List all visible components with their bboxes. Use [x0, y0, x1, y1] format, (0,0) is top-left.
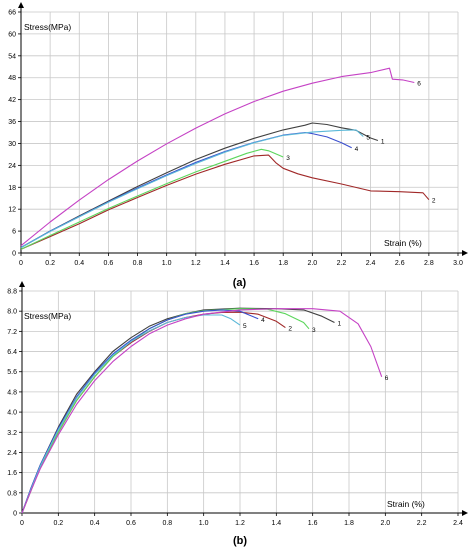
- series-label-2: 2: [432, 198, 436, 205]
- y-tick-label: 30: [8, 141, 16, 148]
- y-tick-label: 4.8: [7, 389, 17, 396]
- x-tick-label: 1.0: [199, 520, 209, 527]
- y-tick-label: 2.4: [7, 450, 17, 457]
- series-label-1: 1: [337, 321, 341, 328]
- y-tick-label: 4.0: [7, 410, 17, 417]
- y-axis-label: Stress(MPa): [24, 311, 71, 321]
- y-tick-label: 3.2: [7, 430, 17, 437]
- x-tick-label: 2.6: [395, 260, 405, 267]
- x-tick-label: 1.0: [162, 260, 172, 267]
- y-axis-label: Stress(MPa): [24, 22, 71, 32]
- x-tick-label: 0.4: [90, 520, 100, 527]
- panel-label: (a): [233, 277, 247, 289]
- y-tick-label: 5.6: [7, 369, 17, 376]
- x-tick-label: 2.2: [417, 520, 427, 527]
- x-tick-label: 0.2: [45, 260, 55, 267]
- series-label-1: 1: [381, 139, 385, 146]
- y-tick-label: 42: [8, 97, 16, 104]
- y-tick-label: 6.4: [7, 349, 17, 356]
- x-tick-label: 2.0: [307, 260, 317, 267]
- x-tick-label: 1.2: [235, 520, 245, 527]
- y-axis-arrow: [19, 281, 25, 287]
- x-axis-arrow: [462, 250, 468, 256]
- series-label-3: 3: [286, 155, 290, 162]
- y-tick-label: 1.6: [7, 470, 17, 477]
- x-tick-label: 0: [19, 260, 23, 267]
- series-line-4: [20, 131, 352, 248]
- y-tick-label: 8.0: [7, 309, 17, 316]
- panel-label: (b): [233, 535, 247, 547]
- x-tick-label: 2.4: [366, 260, 376, 267]
- y-tick-label: 7.2: [7, 329, 17, 336]
- y-tick-label: 8.8: [7, 289, 17, 296]
- y-tick-label: 54: [8, 53, 16, 60]
- series-line-6: [21, 308, 383, 514]
- y-tick-label: 36: [8, 119, 16, 126]
- x-axis-label: Strain (%): [387, 499, 425, 509]
- x-tick-label: 0: [20, 520, 24, 527]
- x-tick-label: 0.8: [162, 520, 172, 527]
- x-tick-label: 0.2: [53, 520, 63, 527]
- y-tick-label: 0: [13, 511, 17, 518]
- x-axis-arrow: [462, 510, 468, 516]
- y-tick-label: 12: [8, 207, 16, 214]
- series-line-3: [21, 308, 310, 514]
- series-label-4: 4: [261, 317, 265, 324]
- series-label-5: 5: [243, 323, 247, 330]
- y-tick-label: 18: [8, 185, 16, 192]
- x-tick-label: 1.6: [308, 520, 318, 527]
- x-tick-label: 1.8: [278, 260, 288, 267]
- panel-a: 0 0.2 0.4 0.6 0.8 1.0 1.2 1.4 1.6 1.8 2.0 2.2 2.4 2.6…: [8, 2, 468, 289]
- series-line-1: [20, 122, 379, 248]
- y-axis-arrow: [18, 2, 24, 8]
- y-tick-label: 24: [8, 163, 16, 170]
- series-line-2: [20, 154, 430, 250]
- y-tick-label: 6: [12, 229, 16, 236]
- x-tick-label: 0.4: [74, 260, 84, 267]
- y-tick-label: 0: [12, 251, 16, 258]
- x-tick-label: 1.6: [249, 260, 259, 267]
- series-line-3: [20, 148, 284, 250]
- series-label-6: 6: [385, 375, 389, 382]
- x-tick-label: 2.4: [453, 520, 463, 527]
- x-tick-label: 1.2: [191, 260, 201, 267]
- x-tick-label: 1.4: [220, 260, 230, 267]
- x-tick-label: 2.2: [337, 260, 347, 267]
- series-label-5: 5: [366, 135, 370, 142]
- x-tick-label: 2.0: [380, 520, 390, 527]
- series-line-2: [21, 311, 286, 514]
- panel-b: 0 0.2 0.4 0.6 0.8 1.0 1.2 1.4 1.6 1.8 2.0 2.2 2.4 0 0.…: [7, 281, 468, 547]
- y-tick-label: 60: [8, 31, 16, 38]
- series-label-4: 4: [355, 146, 359, 153]
- x-tick-label: 2.8: [424, 260, 434, 267]
- x-tick-label: 0.6: [126, 520, 136, 527]
- x-tick-label: 0.6: [104, 260, 114, 267]
- series-label-3: 3: [312, 327, 316, 334]
- y-tick-label: 66: [8, 10, 16, 17]
- x-tick-label: 0.8: [133, 260, 143, 267]
- series-label-2: 2: [288, 326, 292, 333]
- y-tick-label: 48: [8, 75, 16, 82]
- x-tick-label: 1.4: [271, 520, 281, 527]
- series-line-5: [21, 314, 241, 514]
- series-line-5: [20, 129, 364, 248]
- x-tick-label: 3.0: [453, 260, 463, 267]
- x-tick-label: 1.8: [344, 520, 354, 527]
- series-label-6: 6: [417, 80, 421, 87]
- x-axis-label: Strain (%): [384, 238, 422, 248]
- y-tick-label: 0.8: [7, 490, 17, 497]
- series-line-6: [20, 67, 415, 247]
